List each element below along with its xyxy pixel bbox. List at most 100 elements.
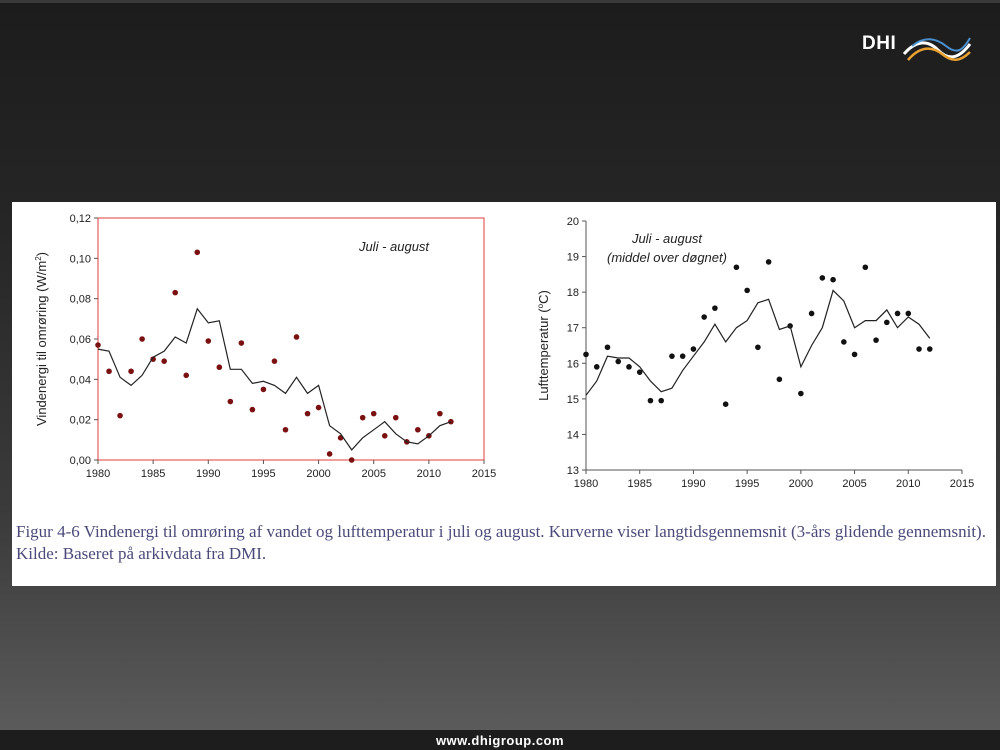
- data-point: [227, 398, 234, 405]
- data-point: [690, 346, 697, 352]
- x-tick-label: 2010: [417, 468, 441, 480]
- data-point: [415, 426, 421, 433]
- data-point: [249, 406, 256, 413]
- y-tick-label: 20: [567, 216, 579, 228]
- x-tick-label: 2015: [472, 468, 496, 480]
- data-point: [315, 404, 322, 411]
- data-point: [819, 275, 826, 281]
- logo-text: DHI: [862, 33, 897, 54]
- x-tick-label: 1990: [681, 478, 705, 490]
- x-tick-label: 1995: [735, 478, 759, 490]
- air-temperature-chart: 13 14 15 16 17 18 19 20 1980 1985 1990 1995 2000 2005…: [536, 216, 974, 490]
- x-tick-label: 2015: [950, 478, 974, 490]
- data-point: [260, 386, 267, 393]
- figure-caption: Figur 4-6 Vindenergi til omrøring af van…: [16, 522, 986, 563]
- x-tick-label: 1995: [251, 468, 275, 480]
- y-axis-label: Lufttemperatur (oC): [536, 290, 551, 401]
- data-point: [448, 418, 454, 425]
- y-axis-label: Vindenergi til omrøring (W/m2): [34, 252, 49, 426]
- data-point: [326, 451, 333, 457]
- data-point: [205, 338, 212, 344]
- data-point: [636, 369, 643, 375]
- chart-annotation: Juli - august: [631, 231, 703, 246]
- data-point: [194, 249, 201, 256]
- data-point: [604, 344, 611, 351]
- data-point: [626, 364, 632, 370]
- data-point: [658, 397, 664, 404]
- moving-average-line: [97, 307, 452, 451]
- y-tick-label: 0,04: [70, 374, 91, 386]
- data-point: [926, 346, 933, 352]
- data-point: [905, 310, 912, 317]
- data-point: [647, 397, 654, 404]
- data-point: [615, 358, 622, 365]
- y-tick-label: 19: [567, 252, 579, 264]
- data-point: [733, 264, 740, 271]
- data-point: [392, 414, 399, 421]
- x-tick-label: 2000: [306, 468, 330, 480]
- y-tick-label: 0,12: [70, 213, 91, 225]
- y-tick-label: 0,10: [70, 253, 91, 265]
- data-point: [139, 336, 145, 342]
- x-tick-label: 2000: [789, 478, 813, 490]
- dhi-logo: DHI: [862, 30, 974, 66]
- data-point: [755, 344, 761, 351]
- data-point: [701, 314, 707, 320]
- x-tick-label: 2010: [896, 478, 920, 490]
- y-tick-label: 17: [567, 323, 579, 335]
- data-point: [117, 412, 123, 419]
- data-point: [271, 358, 278, 364]
- chart-annotation-secondary: (middel over døgnet): [607, 250, 727, 265]
- y-tick-label: 16: [567, 358, 579, 370]
- data-point: [873, 337, 879, 343]
- top-rule: [0, 0, 1000, 3]
- y-tick-label: 18: [567, 287, 579, 299]
- y-tick-label: 0,08: [70, 294, 91, 306]
- data-point: [183, 372, 190, 379]
- data-point: [216, 364, 223, 371]
- data-point: [851, 351, 858, 358]
- x-tick-label: 1980: [574, 478, 598, 490]
- data-point: [238, 340, 245, 346]
- data-point: [744, 287, 750, 294]
- data-point: [304, 410, 311, 417]
- footer-bar: www.dhigroup.com: [0, 730, 1000, 750]
- footer-url: www.dhigroup.com: [435, 733, 565, 748]
- figure-panel: 0,00 0,02 0,04 0,06 0,08 0,10 0,12 1980 1985 1990…: [12, 202, 996, 586]
- y-tick-label: 13: [567, 465, 579, 477]
- y-tick-label: 15: [567, 394, 579, 406]
- y-tick-label: 0,06: [70, 334, 91, 346]
- data-point: [370, 410, 377, 417]
- data-point: [712, 305, 718, 311]
- data-point: [593, 364, 600, 370]
- x-tick-label: 1985: [627, 478, 651, 490]
- data-point: [765, 259, 772, 265]
- plot-frame: [97, 217, 485, 461]
- data-point: [437, 410, 443, 417]
- data-point: [381, 433, 388, 439]
- data-point: [884, 319, 890, 326]
- y-tick-label: 14: [567, 429, 579, 441]
- data-point: [128, 368, 134, 375]
- wind-energy-chart: 0,00 0,02 0,04 0,06 0,08 0,10 0,12 1980 1985 1990…: [34, 213, 496, 480]
- data-point: [669, 353, 675, 359]
- charts-canvas: 0,00 0,02 0,04 0,06 0,08 0,10 0,12 1980 1985 1990…: [34, 213, 974, 490]
- data-point: [862, 264, 869, 271]
- data-point: [841, 339, 847, 345]
- data-point: [583, 351, 589, 358]
- wave-logo-icon: [902, 37, 972, 61]
- chart-annotation: Juli - august: [358, 239, 430, 254]
- data-point: [161, 358, 167, 364]
- data-point: [722, 401, 729, 407]
- y-tick-label: 0,02: [70, 415, 91, 427]
- data-point: [359, 414, 366, 421]
- x-tick-label: 1990: [196, 468, 220, 480]
- data-point: [894, 310, 901, 317]
- data-point: [798, 390, 804, 397]
- data-point: [95, 342, 101, 348]
- data-point: [348, 457, 355, 463]
- x-tick-label: 2005: [842, 478, 866, 490]
- data-point: [679, 353, 686, 359]
- data-point: [293, 334, 300, 340]
- data-point: [172, 289, 178, 296]
